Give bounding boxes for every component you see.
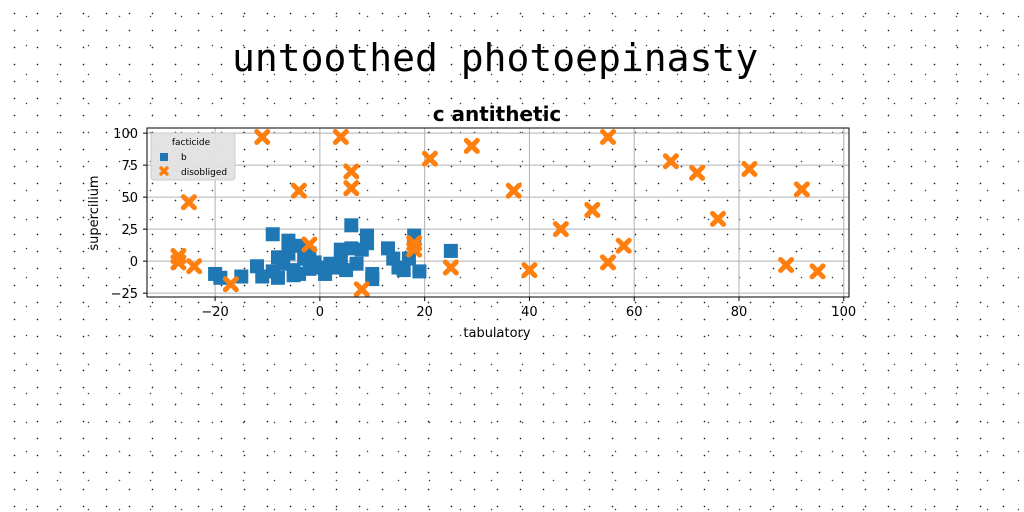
legend-box [150,132,236,181]
point-b [344,218,359,233]
legend-label-disobliged: disobliged [181,168,227,178]
point-disobliged [600,254,617,271]
x-axis-ticks: −20 0 20 40 60 80 100 [201,297,856,320]
point-disobliged [710,210,727,227]
x-tick-label: 0 [316,305,324,320]
point-disobliged [170,254,187,271]
legend-marker-disobliged [159,166,169,176]
point-disobliged [741,160,758,177]
x-tick-label: 40 [521,305,538,320]
chart-title: c antithetic [433,102,562,126]
legend-title: facticide [172,138,211,148]
point-disobliged [254,128,271,145]
point-disobliged [353,281,370,298]
x-tick-label: −20 [201,305,228,320]
point-b [270,270,285,285]
point-b [213,270,228,285]
point-disobliged [343,163,360,180]
point-disobliged [406,241,423,258]
y-axis-ticks: −25 0 25 50 75 100 [111,127,147,302]
point-disobliged [600,128,617,145]
point-disobliged [662,153,679,170]
x-tick-label: 100 [831,305,856,320]
point-disobliged [778,256,795,273]
point-b [396,263,411,278]
point-disobliged [301,236,318,253]
y-tick-label: 0 [130,255,138,270]
legend-label-b: b [181,153,187,163]
y-axis-label: supercilium [87,175,102,250]
x-tick-label: 60 [626,305,643,320]
point-disobliged [615,237,632,254]
plot-frame [146,127,850,298]
point-disobliged [186,258,203,275]
point-b [360,228,375,243]
point-disobliged [584,201,601,218]
point-disobliged [222,276,239,293]
point-b [349,256,364,271]
page-title: untoothed photoepinasty [232,36,759,80]
point-disobliged [332,128,349,145]
y-tick-label: 25 [121,223,138,238]
point-disobliged [793,181,810,198]
point-disobliged [689,164,706,181]
legend-marker-b [160,153,168,161]
legend: facticide b disobliged [150,132,236,181]
point-disobliged [552,221,569,238]
point-disobliged [505,182,522,199]
point-disobliged [442,259,459,276]
point-disobliged [180,194,197,211]
point-disobliged [809,263,826,280]
data-points [170,128,826,298]
point-disobliged [521,262,538,279]
y-tick-label: 100 [113,127,138,142]
point-b [265,227,280,242]
x-axis-label: tabulatory [463,326,531,341]
y-tick-label: 75 [121,159,138,174]
x-tick-label: 20 [416,305,433,320]
point-disobliged [290,182,307,199]
point-b [286,268,301,283]
x-tick-label: 80 [731,305,748,320]
y-tick-label: 50 [121,191,138,206]
point-disobliged [463,137,480,154]
point-b [412,264,427,279]
point-b [443,243,458,258]
point-disobliged [343,180,360,197]
y-tick-label: −25 [111,287,138,302]
point-disobliged [421,150,438,167]
point-b [401,251,416,266]
